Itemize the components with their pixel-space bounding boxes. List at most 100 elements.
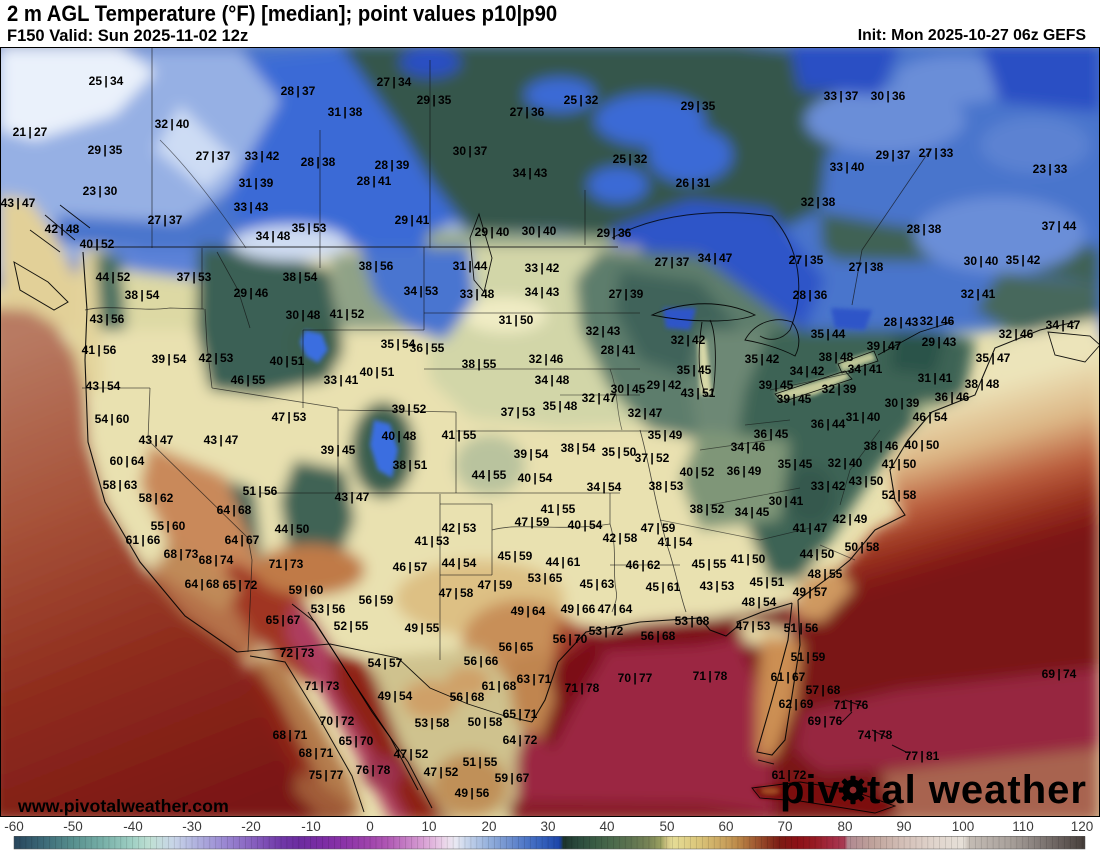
svg-text:33|42: 33 | 42 xyxy=(811,479,846,493)
svg-text:35|48: 35 | 48 xyxy=(543,399,578,413)
svg-text:tal weather: tal weather xyxy=(867,768,1087,812)
svg-text:29|35: 29 | 35 xyxy=(417,93,452,107)
svg-text:56|59: 56 | 59 xyxy=(359,593,394,607)
svg-text:68|73: 68 | 73 xyxy=(164,547,199,561)
svg-text:37|44: 37 | 44 xyxy=(1042,219,1077,233)
svg-text:69|76: 69 | 76 xyxy=(808,714,843,728)
svg-text:30|37: 30 | 37 xyxy=(453,144,488,158)
svg-text:44|55: 44 | 55 xyxy=(472,468,507,482)
svg-text:30|39: 30 | 39 xyxy=(885,396,920,410)
svg-text:30|48: 30 | 48 xyxy=(286,308,321,322)
svg-text:53|65: 53 | 65 xyxy=(528,571,563,585)
svg-text:27|38: 27 | 38 xyxy=(849,260,884,274)
svg-text:40|48: 40 | 48 xyxy=(382,429,417,443)
svg-text:35|42: 35 | 42 xyxy=(745,352,780,366)
svg-text:26|31: 26 | 31 xyxy=(676,176,711,190)
svg-text:36|55: 36 | 55 xyxy=(410,341,445,355)
svg-text:39|52: 39 | 52 xyxy=(392,402,427,416)
svg-text:27|37: 27 | 37 xyxy=(148,213,183,227)
svg-text:35|53: 35 | 53 xyxy=(292,221,327,235)
svg-text:36|49: 36 | 49 xyxy=(727,464,762,478)
svg-text:59|67: 59 | 67 xyxy=(495,771,530,785)
svg-text:49|57: 49 | 57 xyxy=(793,585,828,599)
svg-text:44|50: 44 | 50 xyxy=(275,522,310,536)
svg-text:www.pivotalweather.com: www.pivotalweather.com xyxy=(17,796,229,816)
svg-text:47|53: 47 | 53 xyxy=(272,410,307,424)
svg-text:29|43: 29 | 43 xyxy=(922,335,957,349)
svg-text:49|55: 49 | 55 xyxy=(405,621,440,635)
svg-text:38|52: 38 | 52 xyxy=(690,502,725,516)
svg-text:56|68: 56 | 68 xyxy=(641,629,676,643)
svg-text:51|56: 51 | 56 xyxy=(243,484,278,498)
svg-text:32|40: 32 | 40 xyxy=(828,456,863,470)
svg-text:35|45: 35 | 45 xyxy=(677,363,712,377)
svg-text:40|51: 40 | 51 xyxy=(360,365,395,379)
svg-text:40|50: 40 | 50 xyxy=(905,438,940,452)
svg-text:76|78: 76 | 78 xyxy=(356,763,391,777)
svg-text:42|58: 42 | 58 xyxy=(603,531,638,545)
svg-text:42|48: 42 | 48 xyxy=(45,222,80,236)
svg-text:58|63: 58 | 63 xyxy=(103,478,138,492)
svg-text:31|39: 31 | 39 xyxy=(239,176,274,190)
svg-text:33|37: 33 | 37 xyxy=(824,89,859,103)
svg-text:31|44: 31 | 44 xyxy=(453,259,488,273)
svg-text:32|46: 32 | 46 xyxy=(920,314,955,328)
svg-text:32|46: 32 | 46 xyxy=(999,327,1034,341)
svg-text:54|60: 54 | 60 xyxy=(95,412,130,426)
svg-text:71|78: 71 | 78 xyxy=(565,681,600,695)
svg-text:29|37: 29 | 37 xyxy=(876,148,911,162)
svg-text:51|55: 51 | 55 xyxy=(463,755,498,769)
svg-text:47|58: 47 | 58 xyxy=(439,586,474,600)
svg-text:32|40: 32 | 40 xyxy=(155,117,190,131)
svg-text:71|73: 71 | 73 xyxy=(269,557,304,571)
svg-text:27|39: 27 | 39 xyxy=(609,287,644,301)
svg-text:65|70: 65 | 70 xyxy=(339,734,374,748)
svg-text:27|35: 27 | 35 xyxy=(789,253,824,267)
svg-text:34|47: 34 | 47 xyxy=(698,251,733,265)
svg-text:48|55: 48 | 55 xyxy=(808,567,843,581)
svg-text:28|41: 28 | 41 xyxy=(357,174,392,188)
svg-text:41|56: 41 | 56 xyxy=(82,343,117,357)
svg-text:47|59: 47 | 59 xyxy=(478,578,513,592)
svg-text:43|51: 43 | 51 xyxy=(681,386,716,400)
svg-text:56|70: 56 | 70 xyxy=(553,632,588,646)
svg-text:30|45: 30 | 45 xyxy=(611,382,646,396)
svg-text:23|30: 23 | 30 xyxy=(83,184,118,198)
svg-text:41|54: 41 | 54 xyxy=(658,535,693,549)
svg-text:33|42: 33 | 42 xyxy=(245,149,280,163)
svg-text:47|59: 47 | 59 xyxy=(515,515,550,529)
svg-text:42|53: 42 | 53 xyxy=(199,351,234,365)
svg-text:75|77: 75 | 77 xyxy=(309,768,344,782)
svg-text:28|38: 28 | 38 xyxy=(907,222,942,236)
svg-text:39|47: 39 | 47 xyxy=(867,339,902,353)
svg-text:41|47: 41 | 47 xyxy=(793,521,828,535)
svg-text:64|68: 64 | 68 xyxy=(217,503,252,517)
svg-text:33|48: 33 | 48 xyxy=(460,287,495,301)
svg-text:38|54: 38 | 54 xyxy=(125,288,160,302)
svg-text:40|52: 40 | 52 xyxy=(680,465,715,479)
svg-text:71|78: 71 | 78 xyxy=(693,669,728,683)
svg-text:65|71: 65 | 71 xyxy=(503,707,538,721)
svg-text:62|69: 62 | 69 xyxy=(779,697,814,711)
svg-text:34|54: 34 | 54 xyxy=(587,480,622,494)
svg-text:46|62: 46 | 62 xyxy=(626,558,661,572)
svg-text:43|47: 43 | 47 xyxy=(139,433,174,447)
svg-text:32|39: 32 | 39 xyxy=(822,382,857,396)
svg-text:49|64: 49 | 64 xyxy=(511,604,546,618)
svg-text:30|36: 30 | 36 xyxy=(871,89,906,103)
svg-text:31|41: 31 | 41 xyxy=(918,371,953,385)
svg-text:34|53: 34 | 53 xyxy=(404,284,439,298)
svg-text:29|36: 29 | 36 xyxy=(597,226,632,240)
svg-text:piv: piv xyxy=(780,768,841,812)
svg-text:49|54: 49 | 54 xyxy=(378,689,413,703)
svg-text:44|61: 44 | 61 xyxy=(546,555,581,569)
svg-text:35|50: 35 | 50 xyxy=(602,445,637,459)
svg-text:40|54: 40 | 54 xyxy=(568,518,603,532)
svg-text:37|53: 37 | 53 xyxy=(501,405,536,419)
svg-text:37|53: 37 | 53 xyxy=(177,270,212,284)
svg-text:28|38: 28 | 38 xyxy=(301,155,336,169)
svg-text:43|47: 43 | 47 xyxy=(204,433,239,447)
svg-text:39|54: 39 | 54 xyxy=(514,447,549,461)
svg-text:44|54: 44 | 54 xyxy=(442,556,477,570)
svg-text:35|47: 35 | 47 xyxy=(976,351,1011,365)
